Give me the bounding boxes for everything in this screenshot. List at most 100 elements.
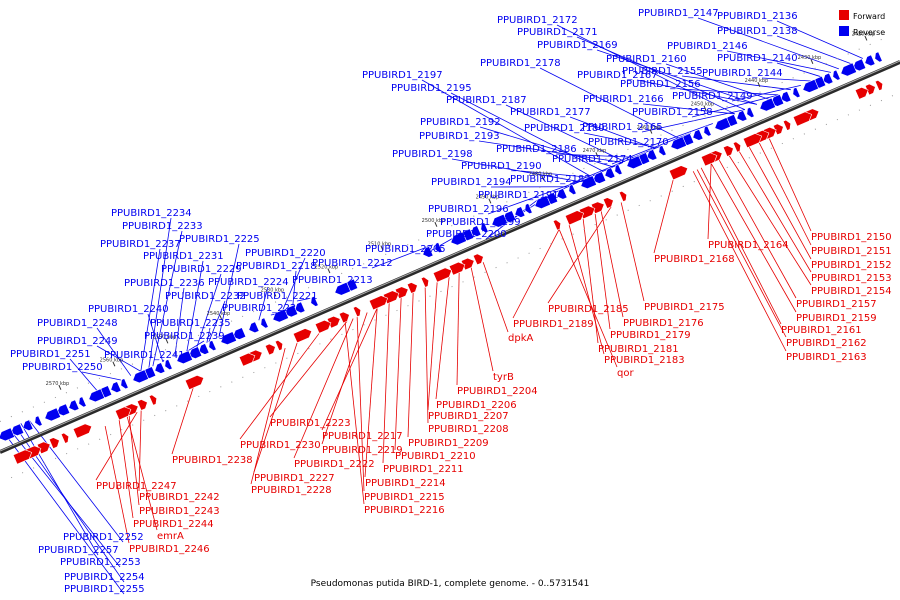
label-leader-line [731,84,801,102]
reverse-gene-arrow [176,350,193,365]
gene-label: PPUBIRD1_2242 [139,492,220,503]
reverse-gene-arrow [132,369,149,384]
reverse-gene-arrow [284,304,299,318]
reverse-gene-arrow [248,321,260,334]
label-leader-line [69,358,98,391]
scale-tick-label: 2570 kbp [46,381,70,387]
gene-label: PPUBIRD1_2240 [88,304,169,315]
scale-tick-mark [488,198,492,204]
gene-label: PPUBIRD1_2204 [457,386,538,397]
reverse-gene-arrow [0,427,15,442]
label-leader-line [539,67,680,139]
gene-label: PPUBIRD1_2232 [165,291,246,302]
gene-label: PPUBIRD1_2195 [391,83,472,94]
forward-gene-arrow [874,79,884,91]
label-leader-line [364,308,378,478]
label-leader-line [696,169,787,338]
gene-label: PPUBIRD1_2176 [623,318,704,329]
gene-label: PPUBIRD1_2175 [644,302,725,313]
reverse-gene-arrow [592,171,607,184]
gene-label: PPUBIRD1_2190 [461,161,542,172]
gene-label: PPUBIRD1_2215 [364,492,445,503]
label-leader-line [140,248,161,372]
label-leader-line [707,163,712,240]
label-leader-line [487,181,579,215]
label-leader-line [321,312,368,445]
label-leader-line [569,116,655,149]
label-leader-line [253,342,298,473]
forward-gene-arrow [564,210,585,226]
reverse-gene-arrow [310,295,319,307]
gene-label: PPUBIRD1_2150 [811,232,892,243]
scale-tick-mark [327,268,331,274]
gene-label: PPUBIRD1_2231 [143,251,224,262]
reverse-gene-arrow [604,167,616,179]
label-leader-line [321,308,378,431]
scale-tick-label: 2430 kbp [798,55,822,61]
reverse-gene-arrow [534,195,551,210]
label-leader-line [292,270,297,306]
label-leader-line [258,286,269,321]
label-leader-line [96,327,132,376]
label-leader-line [371,244,433,269]
reverse-gene-arrow [208,340,217,352]
label-leader-line [520,170,589,178]
label-leader-line [435,276,450,400]
scale-tick-mark [273,291,277,297]
label-leader-line [427,282,438,411]
reverse-gene-arrow [260,317,269,329]
gene-label: PPUBIRD1_2162 [786,338,867,349]
label-leader-line [126,416,158,531]
label-leader-line [710,163,797,313]
gene-features [0,51,884,465]
forward-gene-arrow [406,282,418,294]
label-leader-line [470,267,494,372]
gene-label: PPUBIRD1_2211 [383,464,464,475]
forward-gene-arrow [36,441,51,455]
gene-label: PPUBIRD1_2217 [322,431,403,442]
reverse-gene-arrow [154,362,166,374]
forward-gene-arrow [114,406,132,421]
gene-label: tyrB [493,372,514,383]
scale-tick-mark [434,221,438,227]
scale-tick-mark [595,152,599,158]
gene-label: PPUBIRD1_2219 [322,445,403,456]
gene-label: PPUBIRD1_2168 [654,254,735,265]
reverse-gene-arrow [491,213,508,228]
forward-gene-arrow [668,165,689,181]
label-leader-line [421,79,592,177]
forward-gene-arrow [60,432,70,444]
scale-tick-label: 2530 kbp [261,288,285,294]
label-leader-line [768,138,812,232]
reverse-gene-arrow [840,62,857,77]
gene-label: PPUBIRD1_2174 [552,154,633,165]
gene-label: PPUBIRD1_2230 [240,440,321,451]
reverse-gene-arrow [626,155,643,170]
label-leader-line [738,151,812,273]
reverse-gene-arrow [736,110,748,122]
forward-gene-arrow [722,145,734,157]
gene-label: PPUBIRD1_2198 [392,149,473,160]
forward-gene-arrow [136,399,148,411]
gene-label: PPUBIRD1_2158 [632,107,713,118]
scale-tick-mark [757,81,761,87]
forward-gene-arrow [264,343,276,356]
reverse-gene-arrow [164,359,173,371]
forward-gene-arrow [12,449,33,465]
label-leader-line [293,318,354,459]
scale-tick-label: 2490 kbp [476,195,500,201]
label-leader-line [647,123,713,148]
gene-label: PPUBIRD1_2167 [577,70,658,81]
gene-label: PPUBIRD1_2153 [811,273,892,284]
label-leader-line [147,313,164,362]
gene-label: PPUBIRD1_2225 [179,234,260,245]
gene-label: PPUBIRD1_2191 [478,190,559,201]
gene-label: PPUBIRD1_2213 [292,275,373,286]
scale-tick-mark [58,384,62,390]
gene-label: PPUBIRD1_2155 [622,66,703,77]
gene-label: PPUBIRD1_2228 [251,485,332,496]
label-leader-line [171,387,194,455]
gene-label: PPUBIRD1_2235 [150,318,231,329]
gene-label: PPUBIRD1_2244 [133,519,214,530]
label-leader-line [482,262,509,333]
